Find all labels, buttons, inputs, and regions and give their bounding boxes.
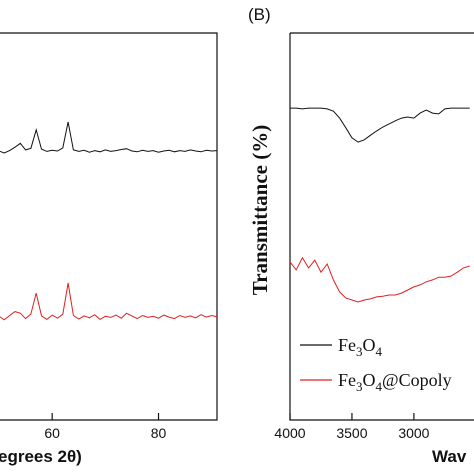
- x-tick-label: 4000: [274, 425, 305, 441]
- x-tick-label: 80: [151, 425, 167, 441]
- x-axis-label: egrees 2θ): [0, 447, 82, 466]
- y-axis-label: Transmittance (%): [248, 125, 272, 296]
- data-line: [290, 107, 470, 143]
- x-axis-label: Wav: [432, 447, 467, 466]
- data-line: [0, 282, 218, 321]
- x-tick-label: 3000: [398, 425, 429, 441]
- data-line: [0, 121, 218, 154]
- data-line: [289, 256, 470, 303]
- x-tick-label: 60: [44, 425, 60, 441]
- x-tick-label: 3500: [336, 425, 367, 441]
- panel-label: (B): [248, 5, 271, 24]
- axes-frame: [0, 32, 218, 421]
- legend-label: Fe3O4@Copoly: [338, 370, 452, 394]
- axes-frame: [289, 32, 474, 421]
- legend-label: Fe3O4: [338, 335, 383, 359]
